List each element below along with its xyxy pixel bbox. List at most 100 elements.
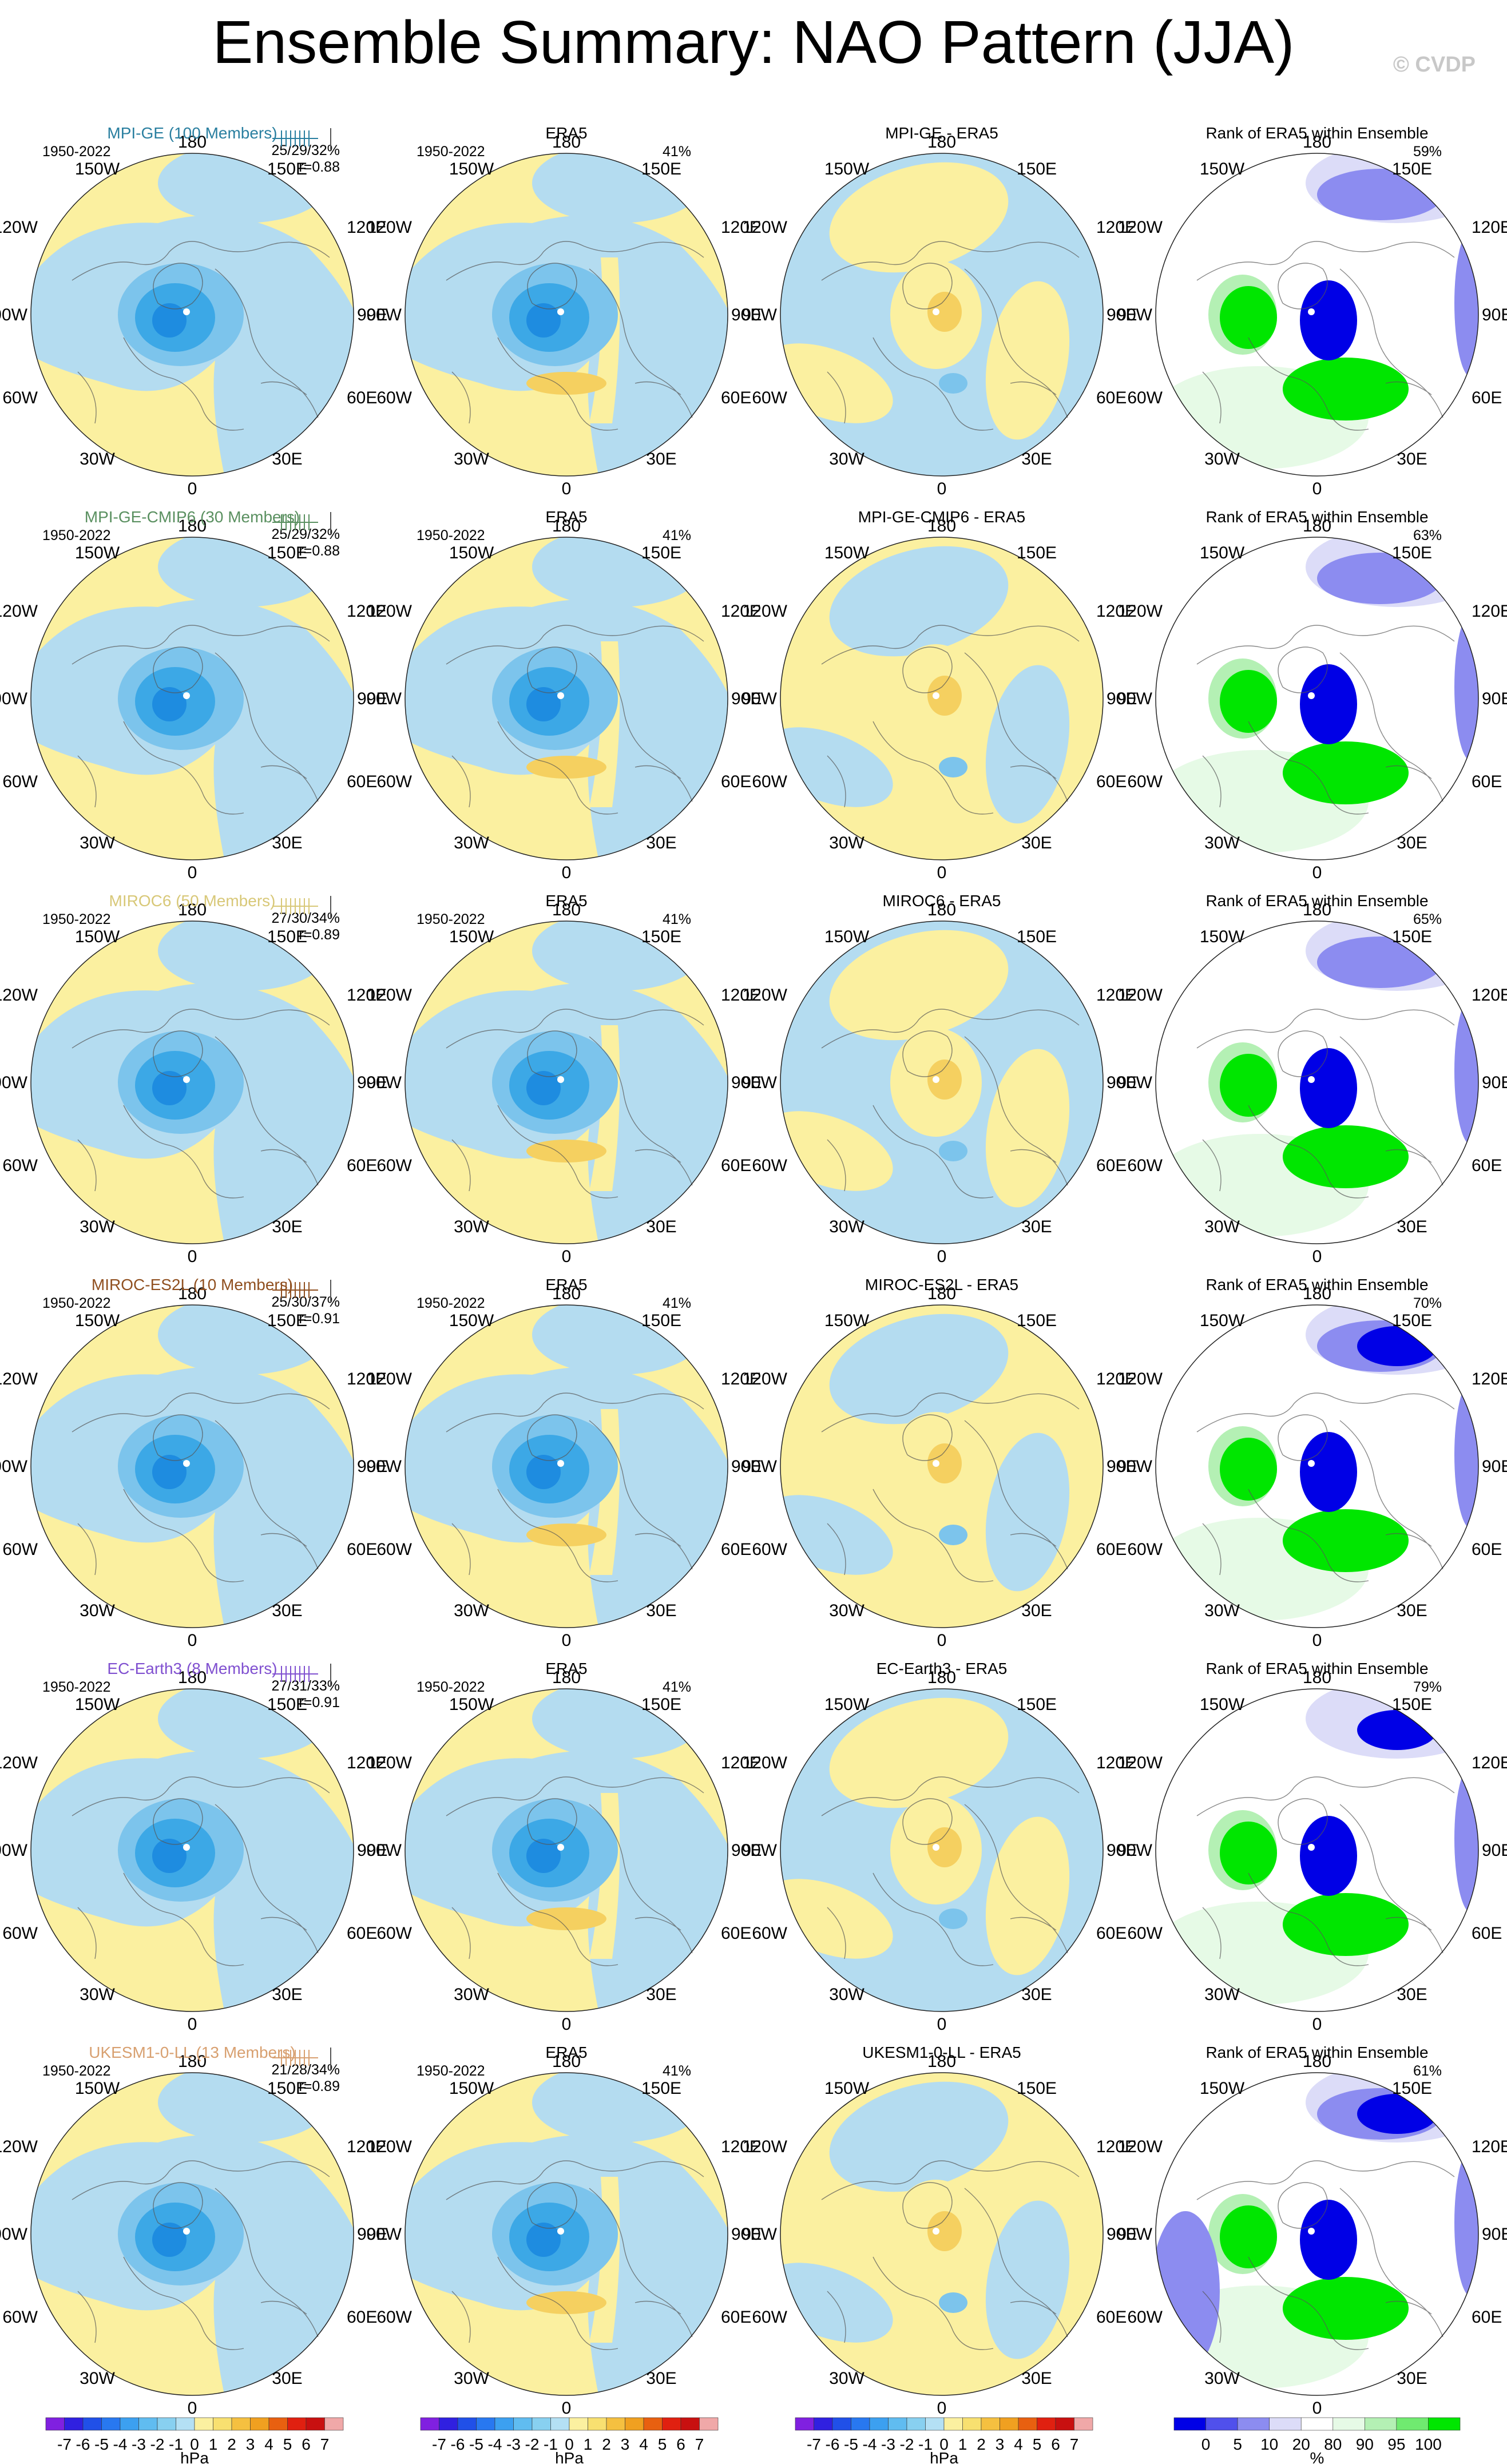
rank-region xyxy=(1454,1380,1478,1529)
meridian-label: 60E xyxy=(347,2308,377,2327)
map-boundary xyxy=(404,920,728,1244)
watermark: © CVDP xyxy=(1393,53,1476,77)
field-layer xyxy=(1156,2073,1478,2395)
rank-panel: 180 0 150W 150E 120W 120E 90W 90E 60W 60E 30W 30E Ra… xyxy=(1117,508,1507,882)
negative-core xyxy=(526,2223,561,2257)
meridian-label: 180 xyxy=(178,900,207,919)
meridian-label: 60W xyxy=(752,1924,787,1943)
anomaly-region xyxy=(985,1433,1070,1592)
meridian-label: 150E xyxy=(267,1695,307,1714)
map-boundary xyxy=(404,153,728,477)
meridian-label: 120E xyxy=(1472,1753,1507,1772)
map-boundary xyxy=(30,1688,354,2012)
period-label: 1950-2022 xyxy=(417,527,485,543)
rank-region-high xyxy=(1220,286,1277,349)
positive-anomaly-core xyxy=(927,1827,962,1867)
meridian-label: 30W xyxy=(80,1601,115,1620)
meridian-label: 60W xyxy=(376,1540,412,1559)
colorbar-box xyxy=(851,2417,870,2431)
panel-title: Rank of ERA5 within Ensemble xyxy=(1205,1660,1428,1677)
period-label: 1950-2022 xyxy=(417,144,485,160)
meridian-label: 30E xyxy=(1021,1985,1052,2004)
negative-core xyxy=(526,687,561,721)
era5-panel: 180 0 150W 150E 120W 120E 90W 90E 60W 60E 30W 30E ER… xyxy=(366,508,762,882)
negative-core xyxy=(152,303,187,338)
colorbar-box xyxy=(1018,2417,1037,2431)
panel-title: EC-Earth3 (8 Members) xyxy=(107,1660,277,1677)
colorbar-box xyxy=(606,2417,625,2431)
meridian-label: 90W xyxy=(1117,689,1152,708)
meridian-label: 150E xyxy=(267,160,307,178)
meridian-label: 150E xyxy=(267,927,307,946)
panel-title: MIROC6 (50 Members) xyxy=(109,892,276,910)
colorbar-box xyxy=(45,2417,65,2431)
meridian-label: 150W xyxy=(75,543,120,562)
panel-title: MIROC-ES2L - ERA5 xyxy=(865,1276,1018,1293)
colorbar-tick-label: -3 xyxy=(881,2435,895,2453)
positive-core xyxy=(526,1140,606,1162)
meridian-label: 120E xyxy=(721,1753,761,1772)
era5-panel: 180 0 150W 150E 120W 120E 90W 90E 60W 60E 30W 30E ER… xyxy=(366,124,762,498)
map-boundary xyxy=(404,2072,728,2396)
colorbar-tick-label: 10 xyxy=(1260,2435,1278,2453)
meridian-label: 120W xyxy=(743,1370,788,1388)
colorbar-unit: hPa xyxy=(180,2449,209,2464)
meridian-label: 30W xyxy=(829,834,864,852)
meridian-label: 90E xyxy=(1482,1457,1507,1476)
negative-core xyxy=(152,687,187,721)
meridian-label: 120E xyxy=(1472,602,1507,621)
colorbar-tick-label: 0 xyxy=(190,2435,199,2453)
meridian-label: 180 xyxy=(552,517,581,535)
rank-region xyxy=(1454,997,1478,1145)
coastline xyxy=(72,1776,330,1966)
meridian-label: 30W xyxy=(80,834,115,852)
meridian-label: 150W xyxy=(824,1311,870,1330)
meridian-label: 0 xyxy=(1312,2015,1322,2034)
meridian-label: 90E xyxy=(357,2225,387,2244)
meridian-label: 90E xyxy=(1482,305,1507,324)
anomaly-region xyxy=(829,162,1009,273)
field-layer xyxy=(780,1689,1103,2011)
pole-marker xyxy=(557,1460,564,1467)
coastline xyxy=(446,2160,704,2350)
meridian-label: 180 xyxy=(927,900,956,919)
meridian-label: 180 xyxy=(552,1284,581,1303)
meridian-label: 30E xyxy=(1021,1217,1052,1236)
colorbar-box xyxy=(513,2417,533,2431)
colorbar-tick-label: 7 xyxy=(695,2435,704,2453)
meridian-label: 90E xyxy=(731,689,762,708)
meridian-label: 150E xyxy=(1392,927,1432,946)
colorbar-box xyxy=(643,2417,663,2431)
positive-anomaly-core xyxy=(927,1443,962,1483)
map-boundary xyxy=(780,2072,1104,2396)
meridian-label: 150E xyxy=(641,1311,681,1330)
meridian-label: 30W xyxy=(454,834,489,852)
colorbar-box xyxy=(925,2417,945,2431)
coastline xyxy=(72,625,330,815)
colorbar-tick-label: -1 xyxy=(169,2435,183,2453)
colorbar-box xyxy=(268,2417,288,2431)
field-layer xyxy=(31,2073,354,2395)
meridian-label: 150W xyxy=(1200,927,1245,946)
meridian-label: 60E xyxy=(1472,1540,1502,1559)
colorbar-box xyxy=(1205,2417,1238,2431)
meridian-label: 180 xyxy=(927,1668,956,1687)
meridian-label: 90E xyxy=(1107,2225,1137,2244)
meridian-label: 180 xyxy=(552,2052,581,2071)
rank-panel: 180 0 150W 150E 120W 120E 90W 90E 60W 60E 30W 30E Ra… xyxy=(1117,2044,1507,2418)
colorbar-tick-label: 4 xyxy=(1014,2435,1023,2453)
colorbar-unit: hPa xyxy=(930,2449,958,2464)
era5-panel: 180 0 150W 150E 120W 120E 90W 90E 60W 60E 30W 30E ER… xyxy=(366,1660,762,2034)
colorbar-rank: 0 5 10 20 80 90 95 100% xyxy=(1173,2417,1461,2464)
panel-title: MIROC6 - ERA5 xyxy=(883,892,1001,910)
coastline xyxy=(1196,1776,1455,1966)
meridian-label: 180 xyxy=(178,517,207,535)
meridian-label: 30E xyxy=(1397,834,1427,852)
map-boundary xyxy=(1155,537,1479,860)
meridian-label: 30W xyxy=(454,2369,489,2388)
field-layer xyxy=(31,153,354,476)
meridian-label: 120W xyxy=(1118,218,1163,237)
meridian-label: 0 xyxy=(188,2015,197,2034)
meridian-label: 30E xyxy=(272,2369,302,2388)
